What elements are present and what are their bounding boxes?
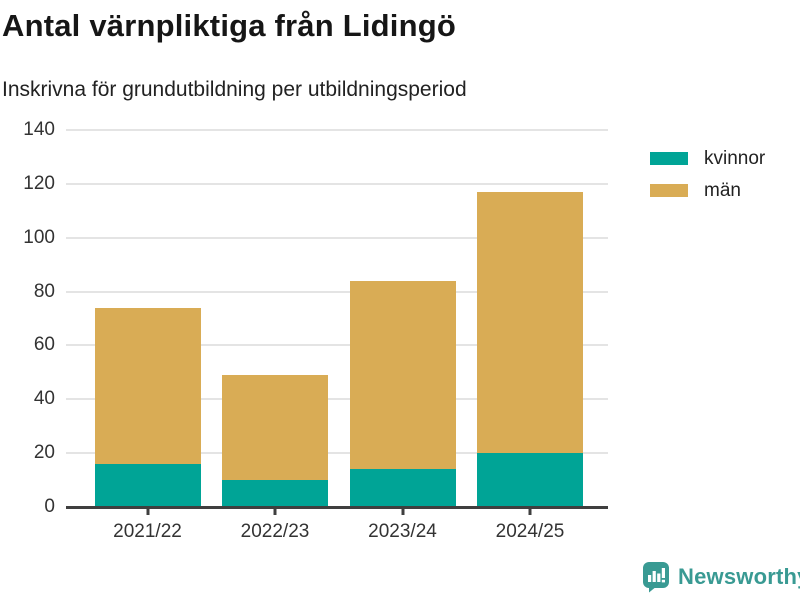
gridline-20 (66, 452, 608, 455)
chart-title: Antal värnpliktiga från Lidingö (2, 8, 457, 43)
x-axis-tick (401, 508, 404, 515)
gridline-120 (66, 182, 608, 185)
bar-2022-23-män (222, 375, 328, 481)
gridline-100 (66, 236, 608, 239)
bar-2021-22-män (94, 307, 201, 464)
y-axis-tick-label: 80 (33, 280, 55, 302)
gridline-140 (66, 129, 608, 131)
y-axis-tick-label: 120 (23, 172, 55, 194)
brand-footer: Newsworthy (642, 561, 800, 593)
x-axis-tick-label: 2022/23 (240, 521, 310, 542)
legend-swatch-män (650, 184, 688, 197)
legend-label-kvinnor: kvinnor (704, 148, 766, 169)
newsworthy-logo-icon (643, 562, 669, 593)
bar-2024-25-kvinnor (477, 453, 583, 507)
x-axis-line (66, 505, 608, 509)
y-axis-tick-label: 100 (23, 226, 55, 248)
gridline-80 (66, 290, 608, 293)
bar-2023-24-kvinnor (349, 469, 456, 507)
legend-item-kvinnor: kvinnor (650, 149, 765, 168)
legend: kvinnor män (650, 149, 765, 200)
x-axis-tick (146, 508, 149, 515)
y-axis-tick-label: 40 (33, 388, 55, 410)
x-axis-tick-label: 2021/22 (113, 521, 182, 542)
y-axis-tick-label: 0 (44, 496, 55, 517)
gridline-60 (66, 344, 608, 347)
gridline-40 (66, 398, 608, 401)
legend-swatch-kvinnor (650, 152, 688, 165)
x-axis-tick (273, 508, 277, 515)
brand-name: Newsworthy (678, 564, 800, 589)
x-axis-tick (528, 508, 532, 515)
bar-2023-24-män (349, 280, 456, 470)
legend-item-män: män (650, 181, 765, 200)
bar-2024-25-män (477, 191, 583, 454)
chart-subtitle: Inskrivna för grundutbildning per utbild… (2, 78, 467, 101)
y-axis-tick-label: 140 (23, 119, 55, 140)
x-axis-tick-label: 2023/24 (368, 521, 437, 542)
bar-2022-23-kvinnor (222, 480, 328, 507)
y-axis-tick-label: 60 (33, 334, 55, 356)
bar-2021-22-kvinnor (94, 463, 201, 507)
y-axis-tick-label: 20 (33, 442, 55, 464)
legend-label-män: män (704, 180, 741, 201)
x-axis-tick-label: 2024/25 (495, 521, 565, 542)
